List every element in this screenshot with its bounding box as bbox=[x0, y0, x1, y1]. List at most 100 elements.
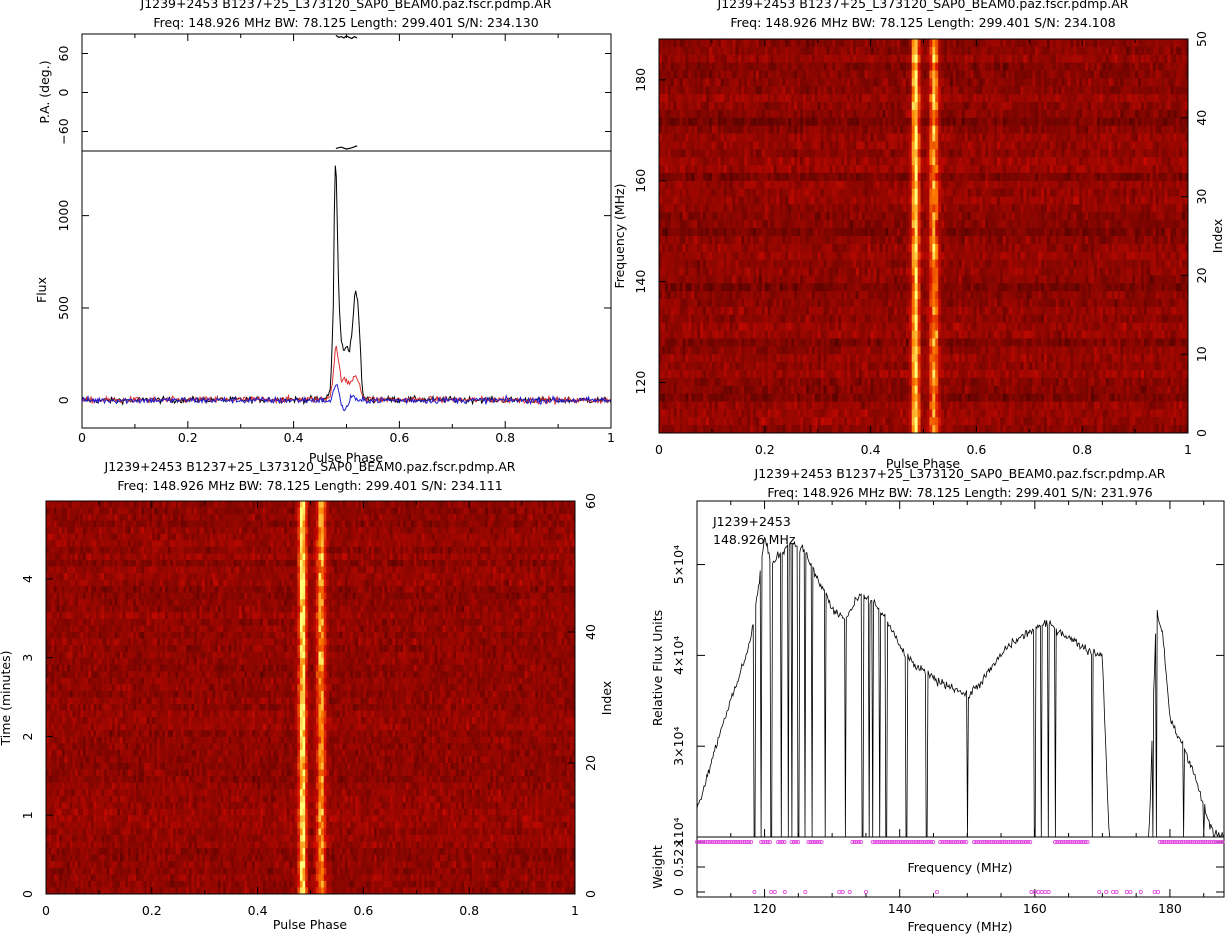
heat-cell bbox=[844, 165, 848, 174]
heat-cell bbox=[1032, 220, 1036, 229]
heat-cell bbox=[826, 117, 830, 127]
heat-cell bbox=[1155, 220, 1160, 229]
heat-cell bbox=[985, 172, 989, 182]
heat-cell bbox=[697, 236, 701, 245]
heat-cell bbox=[729, 39, 733, 48]
heat-cell bbox=[782, 141, 786, 150]
heat-cell bbox=[847, 172, 851, 182]
heat-cell bbox=[767, 133, 772, 142]
heat-cell bbox=[952, 228, 957, 237]
heat-cell bbox=[855, 172, 860, 182]
heat-cell bbox=[761, 133, 766, 142]
heat-cell bbox=[835, 39, 839, 48]
heat-cell bbox=[982, 39, 986, 48]
heat-cell bbox=[882, 212, 886, 221]
heat-cell bbox=[1120, 62, 1124, 71]
heat-cell bbox=[694, 196, 698, 205]
heat-cell bbox=[1143, 196, 1148, 205]
heat-cell bbox=[1176, 133, 1180, 142]
heat-cell bbox=[844, 141, 848, 150]
heat-cell bbox=[1061, 54, 1065, 64]
heat-cell bbox=[967, 188, 971, 197]
heat-cell bbox=[805, 78, 810, 87]
heat-cell bbox=[947, 70, 951, 79]
heat-cell bbox=[988, 70, 992, 79]
heat-cell bbox=[1035, 243, 1039, 253]
heat-cell bbox=[1023, 204, 1027, 213]
heat-cell bbox=[770, 102, 775, 111]
heat-cell bbox=[714, 94, 719, 103]
heat-cell bbox=[738, 109, 742, 119]
heat-cell bbox=[873, 70, 877, 79]
heat-cell bbox=[691, 102, 695, 111]
heat-cell bbox=[758, 220, 763, 229]
heat-cell bbox=[932, 94, 936, 103]
heat-cell bbox=[1029, 125, 1033, 134]
heat-cell bbox=[1023, 228, 1027, 237]
heat-cell bbox=[1158, 133, 1162, 142]
heat-cell bbox=[1058, 196, 1063, 205]
heat-cell bbox=[700, 157, 704, 166]
heat-cell bbox=[1108, 149, 1112, 158]
heat-cell bbox=[1093, 94, 1098, 103]
heat-cell bbox=[691, 62, 695, 71]
heat-cell bbox=[1005, 212, 1010, 221]
heat-cell bbox=[885, 62, 889, 71]
heat-cell bbox=[1029, 39, 1033, 48]
heat-cell bbox=[1085, 86, 1089, 95]
heat-cell bbox=[720, 125, 725, 134]
heat-cell bbox=[861, 70, 866, 79]
heat-cell bbox=[1164, 165, 1168, 174]
heat-cell bbox=[988, 133, 992, 142]
heat-cell bbox=[1108, 204, 1112, 213]
heat-cell bbox=[1017, 78, 1021, 87]
heat-cell bbox=[714, 141, 719, 150]
heat-cell bbox=[805, 102, 810, 111]
heat-cell bbox=[776, 70, 780, 79]
heat-cell bbox=[1055, 70, 1060, 79]
heat-cell bbox=[1088, 149, 1092, 158]
heat-cell bbox=[661, 196, 666, 205]
heat-cell bbox=[873, 204, 877, 213]
heat-cell bbox=[932, 125, 936, 134]
heat-cell bbox=[1129, 204, 1133, 213]
heat-cell bbox=[1093, 243, 1098, 253]
heat-cell bbox=[697, 39, 701, 48]
heat-cell bbox=[688, 212, 692, 221]
heat-cell bbox=[961, 70, 966, 79]
heat-cell bbox=[902, 109, 907, 119]
heat-cell bbox=[750, 188, 754, 197]
heat-cell bbox=[1064, 220, 1068, 229]
heat-cell bbox=[1058, 212, 1063, 221]
heat-cell bbox=[1185, 133, 1189, 142]
heat-cell bbox=[973, 133, 977, 142]
heat-cell bbox=[741, 62, 745, 71]
heat-cell bbox=[767, 78, 772, 87]
heat-cell bbox=[908, 70, 913, 79]
heat-cell bbox=[1129, 220, 1133, 229]
heat-cell bbox=[1140, 141, 1145, 150]
heat-cell bbox=[694, 133, 698, 142]
heat-cell bbox=[803, 165, 807, 174]
heat-cell bbox=[676, 86, 680, 95]
heat-cell bbox=[1085, 243, 1089, 253]
heat-cell bbox=[1155, 212, 1160, 221]
profile-xtick-label: 0.4 bbox=[284, 430, 304, 445]
heat-cell bbox=[947, 172, 951, 182]
heat-cell bbox=[976, 102, 980, 111]
heat-cell bbox=[1029, 62, 1033, 71]
heat-cell bbox=[1070, 204, 1074, 213]
heat-cell bbox=[735, 228, 739, 237]
heat-cell bbox=[1170, 172, 1174, 182]
heat-cell bbox=[1082, 141, 1086, 150]
heat-cell bbox=[1088, 39, 1092, 48]
heat-cell bbox=[923, 236, 927, 245]
heat-cell bbox=[1138, 243, 1142, 253]
heat-cell bbox=[805, 251, 810, 261]
heat-cell bbox=[955, 46, 960, 56]
heat-cell bbox=[1185, 86, 1189, 95]
heat-cell bbox=[1164, 102, 1168, 111]
heat-cell bbox=[1061, 196, 1065, 205]
heat-cell bbox=[682, 180, 686, 190]
heat-cell bbox=[923, 243, 927, 253]
